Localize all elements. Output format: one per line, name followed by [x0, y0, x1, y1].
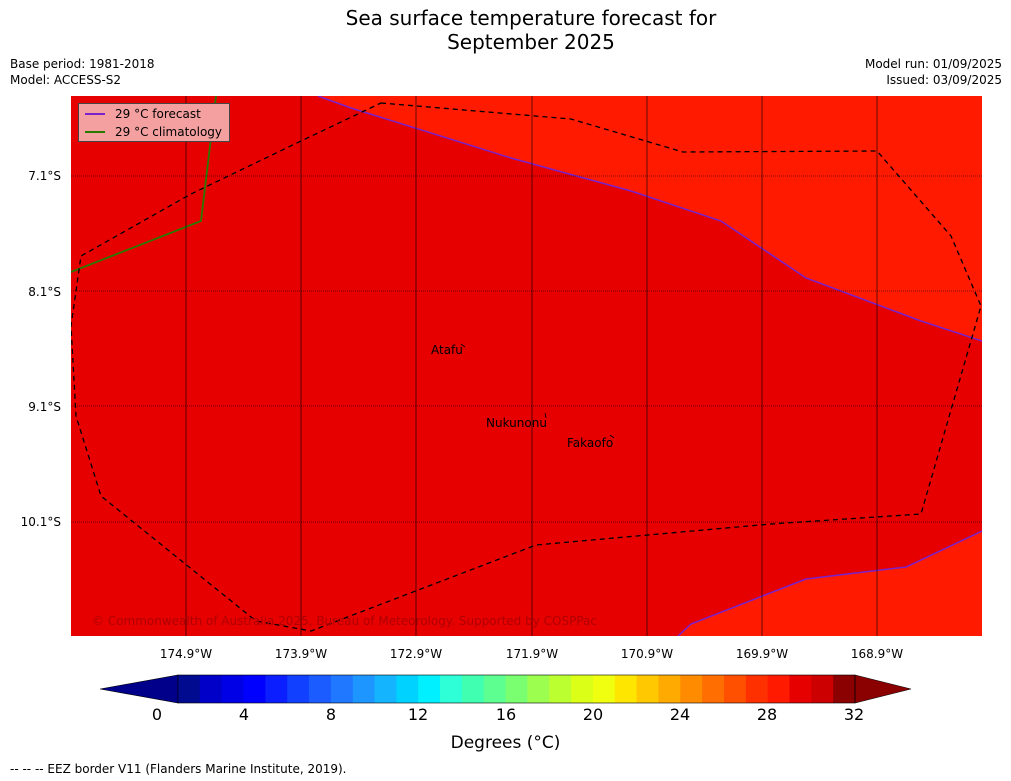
lon-label-5: 170.9°W	[620, 647, 674, 661]
lat-label-3: 9.1°S	[28, 400, 61, 414]
colorbar-tick-8: 8	[325, 705, 337, 724]
colorbar-bin	[461, 675, 485, 703]
base-period: Base period: 1981-2018	[10, 57, 155, 71]
colorbar-bin	[658, 675, 681, 703]
legend-climatology-label: 29 °C climatology	[115, 125, 223, 139]
colorbar-low-extend	[100, 674, 179, 704]
colorbar-bin	[549, 675, 572, 703]
legend-forecast: 29 °C forecast	[85, 106, 201, 122]
colorbar-bin	[636, 675, 659, 703]
lon-label-6: 169.9°W	[735, 647, 789, 661]
colorbar-bin	[352, 675, 376, 703]
forecast-isotherm-north	[317, 96, 982, 342]
colorbar-bin	[833, 675, 856, 703]
model-name: Model: ACCESS-S2	[10, 73, 122, 87]
colorbar-bin	[287, 675, 310, 703]
place-label-nukunonu: Nukunonu	[486, 416, 547, 430]
colorbar-tick-20: 20	[582, 705, 604, 724]
colorbar-bin	[374, 675, 397, 703]
colorbar-tick-4: 4	[238, 705, 250, 724]
map-panel	[71, 96, 982, 636]
eez-border	[71, 102, 982, 632]
legend-forecast-label: 29 °C forecast	[115, 107, 201, 121]
lat-label-4: 10.1°S	[20, 515, 61, 529]
place-label-fakaofo: Fakaofo	[567, 436, 614, 450]
meta-left: Base period: 1981-2018 Model: ACCESS-S2	[10, 56, 155, 88]
colorbar-bin	[527, 675, 550, 703]
legend-climatology-swatch	[85, 131, 105, 133]
colorbar-frame	[177, 674, 856, 704]
footer-note: -- -- -- EEZ border V11 (Flanders Marine…	[10, 762, 347, 776]
colorbar-bin	[440, 675, 463, 703]
colorbar-bin	[614, 675, 638, 703]
colorbar-bin	[505, 675, 528, 703]
colorbar-high-extend	[854, 674, 912, 704]
colorbar-bin	[265, 675, 288, 703]
colorbar-tick-24: 24	[669, 705, 691, 724]
colorbar-title: Degrees (°C)	[450, 733, 561, 753]
colorbar-bin	[309, 675, 332, 703]
lon-label-4: 171.9°W	[505, 647, 559, 661]
colorbar-bin	[745, 675, 769, 703]
chart-title: Sea surface temperature forecast for Sep…	[0, 6, 1011, 54]
colorbar-bin	[571, 675, 594, 703]
title-line-2: September 2025	[447, 30, 615, 54]
colorbar-bin	[680, 675, 703, 703]
colorbar-bin	[178, 675, 201, 703]
colorbar-bin	[199, 675, 223, 703]
lat-label-2: 8.1°S	[28, 285, 61, 299]
map-legend: 29 °C forecast 29 °C climatology	[78, 103, 230, 142]
colorbar-bin	[418, 675, 441, 703]
title-line-1: Sea surface temperature forecast for	[345, 6, 717, 30]
lon-label-7: 168.9°W	[850, 647, 904, 661]
lon-label-1: 174.9°W	[159, 647, 213, 661]
place-label-atafu: Atafu	[431, 343, 463, 357]
colorbar-tick-0: 0	[151, 705, 163, 724]
map-region-warmer-north	[318, 96, 982, 341]
lon-label-3: 172.9°W	[389, 647, 443, 661]
colorbar-bin	[396, 675, 419, 703]
colorbar-bin	[243, 675, 266, 703]
lat-label-1: 7.1°S	[28, 169, 61, 183]
legend-climatology: 29 °C climatology	[85, 124, 222, 140]
colorbar-bin	[723, 675, 747, 703]
model-run: Model run: 01/09/2025	[864, 57, 1002, 71]
copyright-notice: © Commonwealth of Australia 2025, Bureau…	[92, 614, 597, 628]
colorbar-bin	[483, 675, 507, 703]
colorbar-tick-28: 28	[756, 705, 778, 724]
colorbar-tick-12: 12	[407, 705, 429, 724]
colorbar-bin	[592, 675, 616, 703]
colorbar-bin	[702, 675, 725, 703]
colorbar-bin	[221, 675, 245, 703]
issued-date: Issued: 03/09/2025	[886, 73, 1002, 87]
colorbar	[100, 674, 912, 704]
colorbar-tick-32: 32	[843, 705, 865, 724]
colorbar-bin	[789, 675, 812, 703]
colorbar-bin	[811, 675, 834, 703]
place-markers	[460, 343, 615, 439]
map-region-warmer-south	[678, 531, 982, 636]
colorbar-bin	[330, 675, 354, 703]
legend-forecast-swatch	[85, 113, 105, 115]
graticule	[71, 96, 982, 636]
meta-right: Model run: 01/09/2025 Issued: 03/09/2025	[865, 56, 1002, 88]
forecast-isotherm-south	[677, 530, 982, 636]
colorbar-tick-16: 16	[495, 705, 517, 724]
lon-label-2: 173.9°W	[274, 647, 328, 661]
colorbar-bin	[767, 675, 790, 703]
